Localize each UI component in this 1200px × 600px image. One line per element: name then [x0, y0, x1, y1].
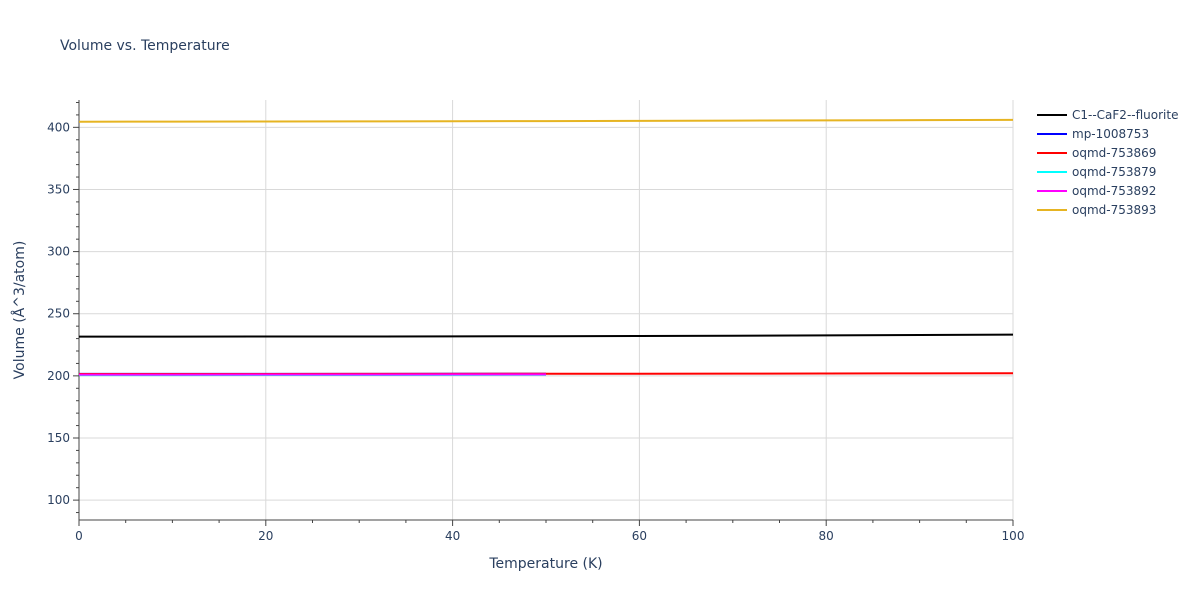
axes: 0 20 40 60 80 100 100 150 200 250 300 350 400 [47, 100, 1024, 543]
legend-label-mp-1008753: mp-1008753 [1072, 127, 1149, 141]
series-line-oqmd-753893 [78, 118, 1014, 123]
series-line-c1-caf2-fluorite [79, 333, 1014, 338]
legend-label-oqmd-753893: oqmd-753893 [1072, 203, 1156, 217]
legend-item-oqmd-753869[interactable]: oqmd-753869 [1037, 146, 1156, 160]
chart-title: Volume vs. Temperature [60, 38, 230, 54]
x-tick-label-20: 20 [258, 529, 273, 543]
y-tick-label-400: 400 [47, 120, 70, 134]
legend-item-c1-caf2-fluorite[interactable]: C1--CaF2--fluorite [1037, 108, 1178, 122]
x-tick-label-80: 80 [819, 529, 834, 543]
x-tick-label-40: 40 [445, 529, 460, 543]
legend-label-c1-caf2-fluorite: C1--CaF2--fluorite [1072, 108, 1178, 122]
legend-label-oqmd-753879: oqmd-753879 [1072, 165, 1156, 179]
legend[interactable]: C1--CaF2--fluorite mp-1008753 oqmd-753869 o… [1037, 108, 1178, 217]
y-tick-label-150: 150 [47, 431, 70, 445]
legend-label-oqmd-753892: oqmd-753892 [1072, 184, 1156, 198]
y-tick-label-100: 100 [47, 493, 70, 507]
y-tick-label-200: 200 [47, 369, 70, 383]
y-tick-label-300: 300 [47, 245, 70, 259]
legend-item-oqmd-753879[interactable]: oqmd-753879 [1037, 165, 1156, 179]
series-lines [78, 118, 1014, 377]
x-axis-title: Temperature (K) [488, 556, 602, 572]
legend-item-oqmd-753893[interactable]: oqmd-753893 [1037, 203, 1156, 217]
legend-item-mp-1008753[interactable]: mp-1008753 [1037, 127, 1149, 141]
x-tick-label-0: 0 [75, 529, 83, 543]
x-tick-label-100: 100 [1002, 529, 1025, 543]
y-tick-label-350: 350 [47, 182, 70, 196]
legend-label-oqmd-753869: oqmd-753869 [1072, 146, 1156, 160]
y-axis-title: Volume (Å^3/atom) [11, 241, 28, 380]
grid [79, 100, 1014, 520]
legend-item-oqmd-753892[interactable]: oqmd-753892 [1037, 184, 1156, 198]
x-tick-label-60: 60 [632, 529, 647, 543]
y-tick-label-250: 250 [47, 307, 70, 321]
